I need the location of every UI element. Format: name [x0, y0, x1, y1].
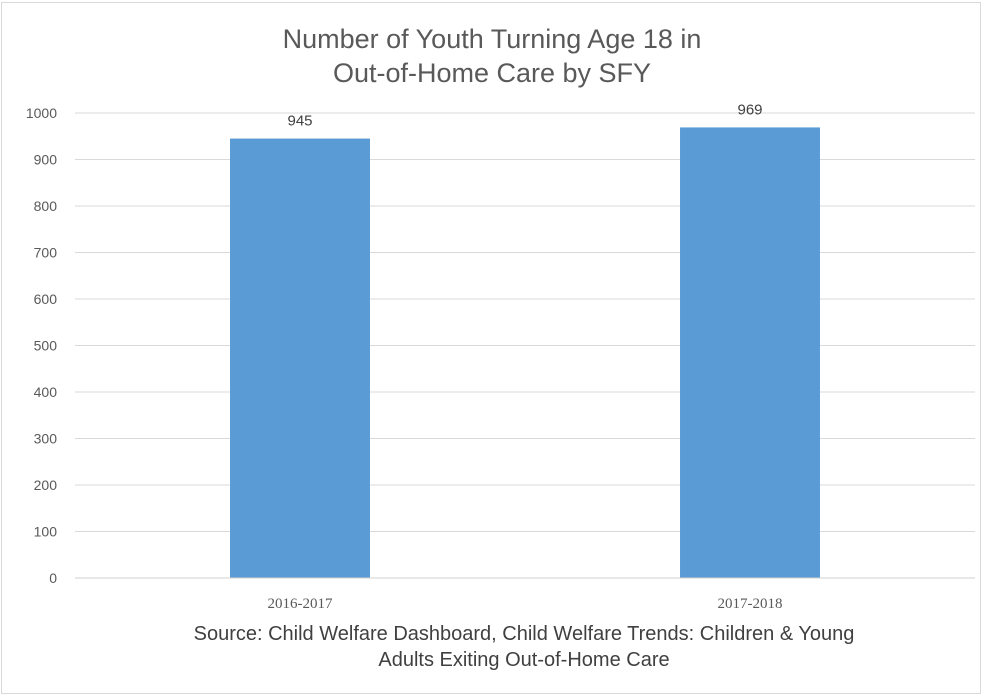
chart-title-line-1: Number of Youth Turning Age 18 in: [282, 24, 702, 54]
y-tick-label-0: 0: [49, 570, 57, 586]
source-note: Source: Child Welfare Dashboard, Child W…: [0, 621, 984, 673]
bar-2016-2017: [230, 138, 370, 578]
y-tick-label-300: 300: [34, 431, 58, 447]
x-tick-label-2017-2018: 2017-2018: [718, 596, 783, 612]
y-tick-label-700: 700: [34, 245, 58, 261]
data-label-2016-2017: 945: [287, 113, 312, 130]
y-tick-label-100: 100: [34, 524, 58, 540]
y-tick-label-1000: 1000: [26, 105, 57, 121]
bar-2017-2018: [680, 127, 820, 578]
y-tick-label-200: 200: [34, 477, 58, 493]
y-tick-label-400: 400: [34, 384, 58, 400]
chart-title: Number of Youth Turning Age 18 in Out-of…: [0, 22, 984, 90]
y-tick-label-800: 800: [34, 198, 58, 214]
y-tick-label-500: 500: [34, 338, 58, 354]
y-tick-label-600: 600: [34, 291, 58, 307]
source-line-2: Adults Exiting Out-of-Home Care: [378, 649, 670, 671]
y-tick-label-900: 900: [34, 152, 58, 168]
source-line-1: Source: Child Welfare Dashboard, Child W…: [193, 623, 855, 645]
x-tick-label-2016-2017: 2016-2017: [268, 596, 333, 612]
data-label-2017-2018: 969: [737, 101, 762, 118]
chart-title-line-2: Out-of-Home Care by SFY: [332, 58, 652, 88]
